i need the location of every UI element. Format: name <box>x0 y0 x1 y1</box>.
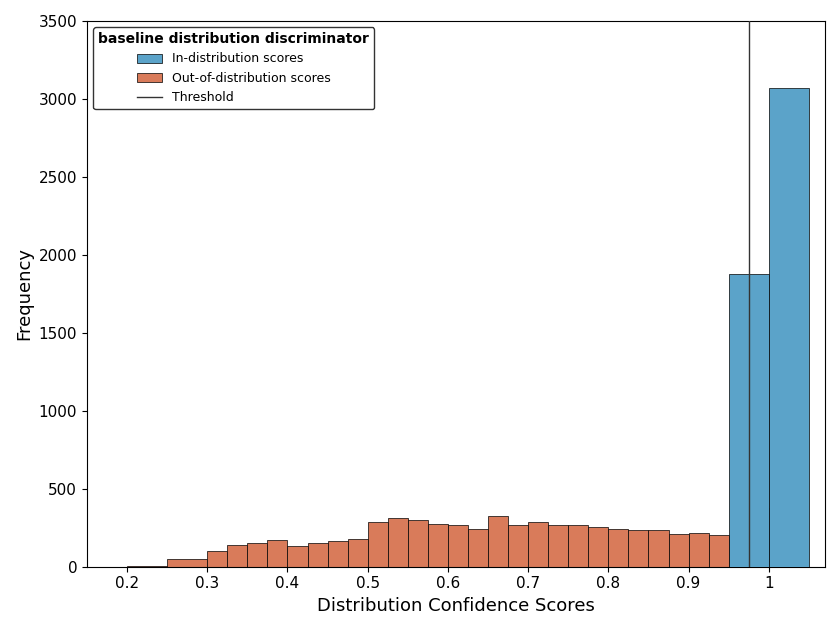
Bar <box>368 522 388 567</box>
Bar <box>729 273 769 567</box>
Bar <box>388 518 407 567</box>
Bar <box>648 530 669 567</box>
Bar <box>769 88 809 567</box>
Bar <box>729 535 748 567</box>
X-axis label: Distribution Confidence Scores: Distribution Confidence Scores <box>317 597 595 615</box>
Bar <box>569 525 588 567</box>
Bar <box>769 559 789 567</box>
Bar <box>549 525 569 567</box>
Bar <box>287 546 307 567</box>
Y-axis label: Frequency: Frequency <box>15 248 33 340</box>
Bar <box>407 520 428 567</box>
Bar <box>608 529 628 567</box>
Bar <box>307 542 328 567</box>
Legend: In-distribution scores, Out-of-distribution scores, Threshold: In-distribution scores, Out-of-distribut… <box>93 27 374 109</box>
Bar <box>488 516 508 567</box>
Bar <box>428 524 448 567</box>
Bar <box>468 529 488 567</box>
Bar <box>748 508 769 567</box>
Bar <box>167 559 207 567</box>
Bar <box>247 542 267 567</box>
Bar <box>127 566 167 567</box>
Bar <box>528 522 549 567</box>
Bar <box>628 530 648 567</box>
Bar <box>348 539 368 567</box>
Bar <box>267 540 287 567</box>
Bar <box>228 545 247 567</box>
Bar <box>669 534 689 567</box>
Bar <box>709 535 729 567</box>
Bar <box>207 551 228 567</box>
Bar <box>448 525 468 567</box>
Bar <box>328 541 348 567</box>
Bar <box>588 527 608 567</box>
Bar <box>508 525 528 567</box>
Bar <box>689 533 709 567</box>
